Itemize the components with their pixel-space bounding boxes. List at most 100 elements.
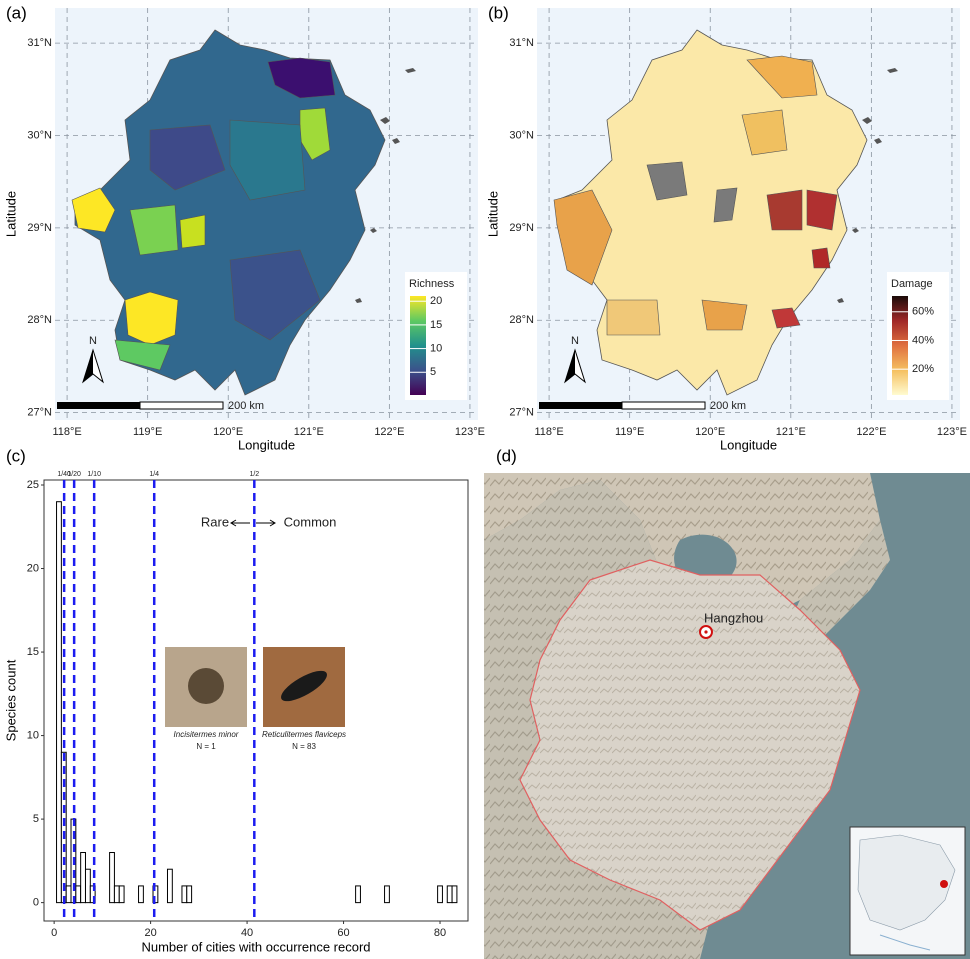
y-tick-label: 10 — [27, 729, 39, 741]
species-name: Reticulitermes flaviceps — [262, 730, 346, 739]
threshold-label: 1/4 — [149, 471, 159, 478]
photo-subject — [188, 668, 224, 704]
bar — [56, 501, 62, 904]
x-tick-label: 118°E — [534, 426, 563, 438]
scale-bar-white — [139, 401, 224, 410]
y-tick-label: 0 — [33, 897, 39, 909]
colorbar-label: 20 — [430, 295, 442, 307]
north-label: N — [571, 335, 579, 347]
colorbar-label: 60% — [912, 306, 934, 318]
threshold-label: 1/10 — [87, 471, 101, 478]
x-tick-label: 120°E — [213, 426, 243, 438]
threshold-label: 1/2 — [249, 471, 259, 478]
scale-bar-white — [621, 401, 706, 410]
panel-label: (d) — [496, 446, 517, 465]
photo-subject — [281, 670, 327, 702]
y-tick-label: 25 — [27, 479, 39, 491]
colorbar-label: 40% — [912, 334, 934, 346]
arrow-left — [230, 519, 250, 527]
north-label: N — [89, 335, 97, 347]
scale-bar-black — [57, 402, 140, 409]
scale-label: 200 km — [710, 400, 746, 412]
county-region — [646, 161, 688, 201]
bar — [437, 885, 443, 904]
bar — [60, 751, 67, 904]
county-region — [267, 57, 336, 99]
city-label: Hangzhou — [704, 610, 763, 625]
bar — [75, 885, 82, 904]
bar — [109, 852, 115, 904]
y-axis-title: Species count — [3, 659, 18, 741]
x-tick-label: 80 — [434, 927, 446, 939]
y-tick-label: 15 — [27, 646, 39, 658]
county-region — [701, 299, 748, 331]
common-label: Common — [284, 514, 337, 529]
y-axis-title: Latitude — [485, 191, 500, 237]
y-tick-label: 28°N — [27, 314, 52, 326]
x-tick-label: 118°E — [52, 426, 81, 438]
relief-map: Hangzhou — [484, 473, 970, 959]
x-axis-title: Longitude — [720, 437, 777, 452]
colorbar-label: 15 — [430, 319, 442, 331]
county-region — [811, 247, 831, 269]
inset-marker — [940, 880, 948, 888]
y-tick-label: 30°N — [509, 129, 534, 141]
y-tick-label: 31°N — [27, 37, 52, 49]
county-region — [124, 291, 179, 346]
colorbar-label: 10 — [430, 342, 442, 354]
county-region — [806, 189, 838, 231]
county-region — [606, 299, 661, 336]
x-tick-label: 120°E — [695, 426, 725, 438]
county-region — [229, 119, 306, 201]
x-tick-label: 119°E — [133, 426, 162, 438]
county-region — [741, 109, 788, 156]
county-region — [114, 339, 171, 371]
county-region — [766, 189, 803, 231]
y-tick-label: 29°N — [27, 222, 52, 234]
north-arrow-half — [83, 350, 93, 382]
y-tick-label: 5 — [33, 813, 39, 825]
bar — [451, 885, 458, 904]
bar — [89, 885, 96, 904]
y-tick-label: 29°N — [509, 222, 534, 234]
scale-bar-black — [539, 402, 622, 409]
legend-title: Richness — [409, 278, 455, 290]
county-region — [179, 214, 206, 249]
x-tick-label: 40 — [241, 927, 253, 939]
county-region — [129, 204, 179, 256]
province-map — [71, 29, 416, 396]
y-tick-label: 27°N — [27, 407, 52, 419]
sample-size: N = 1 — [196, 742, 216, 751]
bar — [113, 885, 120, 904]
y-tick-label: 30°N — [27, 129, 52, 141]
x-tick-label: 0 — [51, 927, 57, 939]
colorbar — [892, 296, 908, 395]
y-axis-title: Latitude — [3, 191, 18, 237]
bar — [65, 885, 72, 904]
y-tick-label: 31°N — [509, 37, 534, 49]
y-tick-label: 28°N — [509, 314, 534, 326]
panel-label: (a) — [6, 3, 27, 22]
colorbar-label: 20% — [912, 363, 934, 375]
county-region — [771, 307, 801, 329]
legend-title: Damage — [891, 278, 933, 290]
plot-frame — [43, 479, 469, 922]
county-region — [229, 249, 321, 341]
x-tick-label: 122°E — [374, 426, 404, 438]
north-arrow-half — [565, 350, 575, 382]
x-tick-label: 121°E — [294, 426, 324, 438]
province-outline — [519, 559, 861, 931]
bar — [138, 885, 144, 904]
bar — [446, 885, 453, 904]
bar — [166, 868, 173, 904]
panel-label: (c) — [6, 446, 26, 465]
x-axis-title: Longitude — [238, 437, 295, 452]
bar — [181, 885, 188, 904]
x-axis-title: Number of cities with occurrence record — [141, 939, 370, 954]
county-region — [71, 187, 116, 233]
colorbar — [410, 296, 426, 395]
y-tick-label: 27°N — [509, 407, 534, 419]
bar — [355, 885, 361, 904]
threshold-label: 1/40 — [57, 471, 71, 478]
